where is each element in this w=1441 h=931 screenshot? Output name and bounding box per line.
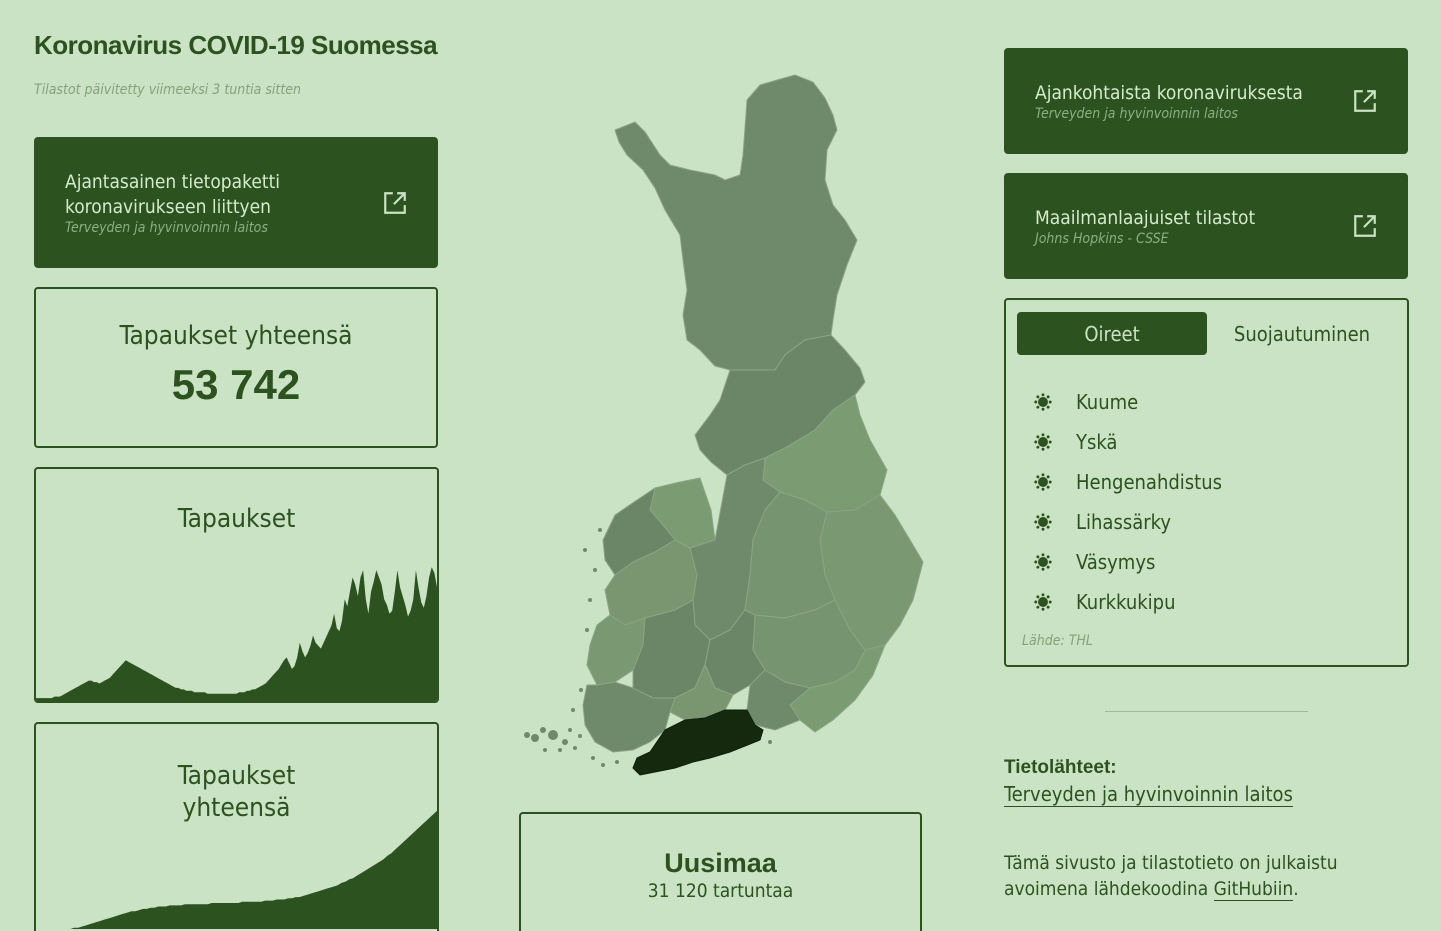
symptom-label: Hengenahdistus [1076,470,1222,494]
symptoms-card: Oireet Suojautuminen Kuume Yskä Hengenah… [1004,298,1409,667]
cumulative-chart-title-line1: Tapaukset [177,761,296,791]
global-stats-link[interactable]: Maailmanlaajuiset tilastot Johns Hopkins… [1004,173,1408,279]
list-item: Kurkkukipu [1034,582,1222,622]
map-region-kanta-hame[interactable] [669,663,734,721]
global-stats-subtitle: Johns Hopkins - CSSE [1035,230,1169,247]
divider [1105,711,1308,712]
region-info-card: Uusimaa 31 120 tartuntaa [519,812,922,931]
list-item: Lihassärky [1034,502,1222,542]
daily-cases-chart-title: Tapaukset [177,504,296,534]
virus-icon [1034,553,1052,571]
symptom-label: Kuume [1076,390,1139,414]
virus-icon [1034,393,1052,411]
virus-icon [1034,513,1052,531]
thl-source-link[interactable]: Terveyden ja hyvinvoinnin laitos [1004,782,1293,807]
cumulative-chart-title-line2: yhteensä [182,793,291,823]
total-cases-card: Tapaukset yhteensä 53 742 [34,287,438,448]
external-link-icon [384,191,406,214]
sources-heading: Tietolähteet: [1004,757,1117,778]
total-cases-value: 53 742 [171,361,301,408]
tab-oireet[interactable]: Oireet [1017,312,1207,355]
current-info-subtitle: Terveyden ja hyvinvoinnin laitos [1035,105,1238,122]
global-stats-title: Maailmanlaajuiset tilastot [1035,206,1256,229]
daily-cases-chart-card: Tapaukset [34,467,439,703]
symptom-label: Kurkkukipu [1076,590,1176,614]
region-name: Uusimaa [664,848,777,878]
external-link-icon [1354,215,1376,237]
virus-icon [1034,473,1052,491]
cumulative-cases-chart-card: Tapaukset yhteensä [34,722,439,931]
region-case-count: 31 120 tartuntaa [647,880,794,902]
info-package-link[interactable]: Ajantasainen tietopaketti koronaviruksee… [34,137,438,268]
list-item: Yskä [1034,422,1222,462]
cumulative-cases-chart [36,810,437,929]
total-cases-label: Tapaukset yhteensä [119,321,353,351]
symptom-label: Yskä [1076,430,1118,454]
last-updated-text: Tilastot päivitetty viimeeksi 3 tuntia s… [34,82,302,98]
symptom-label: Väsymys [1076,550,1156,574]
daily-cases-chart [36,567,437,701]
chart-area-series [36,810,437,929]
footer-text: Tämä sivusto ja tilastotieto on julkaist… [1004,850,1404,902]
finland-map [524,74,924,776]
info-package-title-line1: Ajantasainen tietopaketti [65,170,281,193]
tab-suojautuminen[interactable]: Suojautuminen [1233,321,1371,346]
symptom-label: Lihassärky [1076,510,1171,534]
current-info-link[interactable]: Ajankohtaista koronaviruksesta Terveyden… [1004,48,1408,154]
footer-text-before: Tämä sivusto ja tilastotieto on julkaist… [1004,852,1338,900]
current-info-title: Ajankohtaista koronaviruksesta [1035,81,1303,104]
map-region-lappi[interactable] [614,74,858,371]
virus-icon [1034,593,1052,611]
page-title: Koronavirus COVID-19 Suomessa [34,30,438,60]
symptoms-source: Lähde: THL [1022,633,1093,649]
info-package-subtitle: Terveyden ja hyvinvoinnin laitos [65,219,268,236]
list-item: Hengenahdistus [1034,462,1222,502]
symptom-list: Kuume Yskä Hengenahdistus Lihassärky Väs… [1034,382,1222,622]
external-link-icon [1354,90,1376,112]
list-item: Väsymys [1034,542,1222,582]
list-item: Kuume [1034,382,1222,422]
virus-icon [1034,433,1052,451]
footer-text-after: . [1293,878,1299,900]
chart-area-series [36,567,437,701]
info-package-title-line2: koronavirukseen liittyen [65,195,271,218]
map-archipelago [524,528,772,767]
github-link[interactable]: GitHubiin [1213,878,1294,901]
map-region-kymenlaakso[interactable] [746,669,812,731]
map-region-uusimaa[interactable] [632,709,764,776]
